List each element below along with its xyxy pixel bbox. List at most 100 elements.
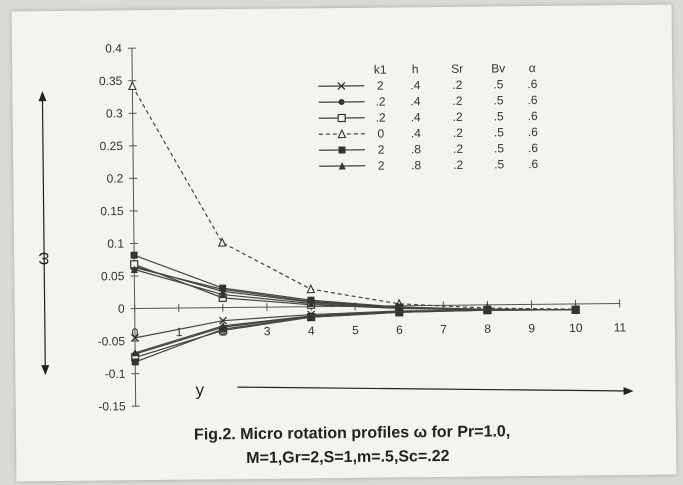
legend-value: .4 bbox=[410, 78, 420, 92]
legend-value: .6 bbox=[528, 141, 538, 155]
legend-value: .8 bbox=[411, 158, 421, 172]
point-marker bbox=[307, 299, 315, 307]
y-axis-title: ω bbox=[33, 252, 52, 265]
point-marker bbox=[130, 265, 138, 274]
point-marker bbox=[217, 237, 227, 247]
y-tick-label: 0.05 bbox=[101, 269, 125, 283]
x-tick-label: 6 bbox=[396, 323, 403, 337]
legend-value: .2 bbox=[452, 78, 462, 92]
legend-value: .6 bbox=[528, 109, 538, 123]
legend-header: α bbox=[529, 61, 536, 75]
y-tick-label: 0.15 bbox=[100, 204, 124, 218]
axes: 0.40.350.30.250.20.150.10.050-0.05-0.1-0… bbox=[38, 41, 634, 414]
point-marker bbox=[395, 303, 403, 312]
legend-value: .2 bbox=[453, 110, 463, 124]
series-line-3 bbox=[133, 263, 576, 311]
y-tick-label: 0.35 bbox=[99, 74, 123, 88]
figure-caption-line1: Fig.2. Micro rotation profiles ω for Pr=… bbox=[194, 423, 510, 443]
x-tick-label: 4 bbox=[308, 324, 315, 338]
legend-value: .6 bbox=[528, 157, 538, 171]
x-tick-label: 7 bbox=[440, 322, 447, 336]
legend-value: .2 bbox=[375, 95, 385, 109]
legend-value: 2 bbox=[377, 79, 384, 93]
series-line-4 bbox=[131, 85, 576, 310]
point-marker bbox=[483, 306, 491, 314]
point-marker bbox=[307, 311, 315, 320]
y-axis-line bbox=[131, 48, 137, 407]
point-marker bbox=[218, 316, 227, 325]
legend-value: .5 bbox=[494, 125, 504, 139]
y-arrow-line bbox=[41, 93, 46, 374]
legend-header: Sr bbox=[451, 62, 463, 76]
legend-value: .2 bbox=[453, 158, 463, 172]
legend-value: 2 bbox=[378, 143, 385, 157]
series-group bbox=[128, 80, 581, 366]
series-line-6-lower bbox=[134, 309, 576, 354]
x-axis-title: y bbox=[195, 380, 204, 399]
legend-header: h bbox=[412, 62, 419, 76]
point-marker bbox=[338, 162, 346, 170]
legend-value: .5 bbox=[494, 141, 504, 155]
point-marker bbox=[337, 113, 346, 123]
point-marker bbox=[219, 290, 227, 299]
legend-value: .2 bbox=[453, 142, 463, 156]
y-tick-label: 0.4 bbox=[105, 41, 122, 55]
point-marker bbox=[130, 251, 138, 259]
legend-value: .5 bbox=[493, 93, 503, 107]
point-marker bbox=[128, 80, 137, 91]
legend-value: 2 bbox=[378, 159, 385, 173]
y-tick-label: 0.2 bbox=[107, 171, 124, 185]
legend-header: k1 bbox=[374, 63, 387, 77]
point-marker bbox=[219, 321, 227, 330]
y-tick-label: -0.1 bbox=[105, 367, 126, 381]
legend-value: .8 bbox=[411, 142, 421, 156]
legend-header: Bv bbox=[491, 61, 505, 75]
legend-value: .2 bbox=[453, 126, 463, 140]
point-marker bbox=[306, 283, 316, 294]
figure-page: 0.4 0.35 0.3 0.25 0.2 0.15 0.1 0.05 0 -0.05 -0.1 -0… bbox=[11, 4, 677, 482]
x-arrow-line bbox=[237, 386, 632, 392]
x-tick-label: 5 bbox=[352, 323, 359, 337]
point-marker bbox=[338, 99, 345, 106]
point-marker bbox=[131, 348, 139, 357]
point-marker bbox=[131, 358, 139, 366]
x-tick-label: 9 bbox=[528, 321, 535, 335]
legend-value: .2 bbox=[452, 94, 462, 108]
x-arrow-head bbox=[623, 387, 634, 396]
point-marker bbox=[572, 305, 580, 314]
y-tick-label: -0.15 bbox=[98, 399, 126, 413]
y-arrow-down-head bbox=[41, 365, 50, 376]
point-marker bbox=[337, 82, 346, 91]
y-tick-label: 0 bbox=[118, 302, 125, 316]
x-tick-label: 0 bbox=[132, 326, 139, 340]
y-tick-label: 0.1 bbox=[107, 237, 124, 251]
x-tick-label: 11 bbox=[614, 320, 627, 334]
y-tick-label: 0.25 bbox=[100, 139, 124, 153]
x-tick-label: 3 bbox=[264, 324, 271, 338]
legend-value: .2 bbox=[376, 111, 386, 125]
figure-caption-line2: M=1,Gr=2,S=1,m=.5,Sc=.22 bbox=[246, 448, 450, 467]
legend: k1 h Sr Bv α 2 .4 .2 .5 .6 .2 .4 .2 .5 .6 .2 .4 .2 .5 .6 0 .4… bbox=[318, 61, 539, 173]
legend-value: .6 bbox=[528, 125, 538, 139]
micro-rotation-chart: 0.40.350.30.250.20.150.10.050-0.05-0.1-0… bbox=[33, 41, 634, 467]
legend-value: .4 bbox=[411, 110, 421, 124]
legend-value: .5 bbox=[494, 157, 504, 171]
legend-value: .4 bbox=[411, 126, 421, 140]
x-tick-label: 10 bbox=[569, 321, 583, 335]
point-marker bbox=[338, 146, 346, 154]
legend-value: .6 bbox=[527, 77, 537, 91]
point-marker bbox=[130, 333, 139, 342]
y-tick-label: -0.05 bbox=[98, 334, 126, 348]
x-tick-label: 1 bbox=[176, 325, 183, 339]
legend-value: 0 bbox=[377, 127, 384, 141]
legend-value: .5 bbox=[494, 109, 504, 123]
point-marker bbox=[337, 128, 347, 139]
point-marker bbox=[395, 307, 403, 316]
legend-value: .5 bbox=[493, 77, 503, 91]
y-arrow-up-head bbox=[38, 91, 47, 102]
legend-value: .6 bbox=[527, 93, 537, 107]
x-tick-label: 8 bbox=[484, 322, 491, 336]
y-tick-label: 0.3 bbox=[106, 106, 123, 120]
point-marker bbox=[219, 284, 227, 292]
legend-value: .4 bbox=[410, 94, 420, 108]
